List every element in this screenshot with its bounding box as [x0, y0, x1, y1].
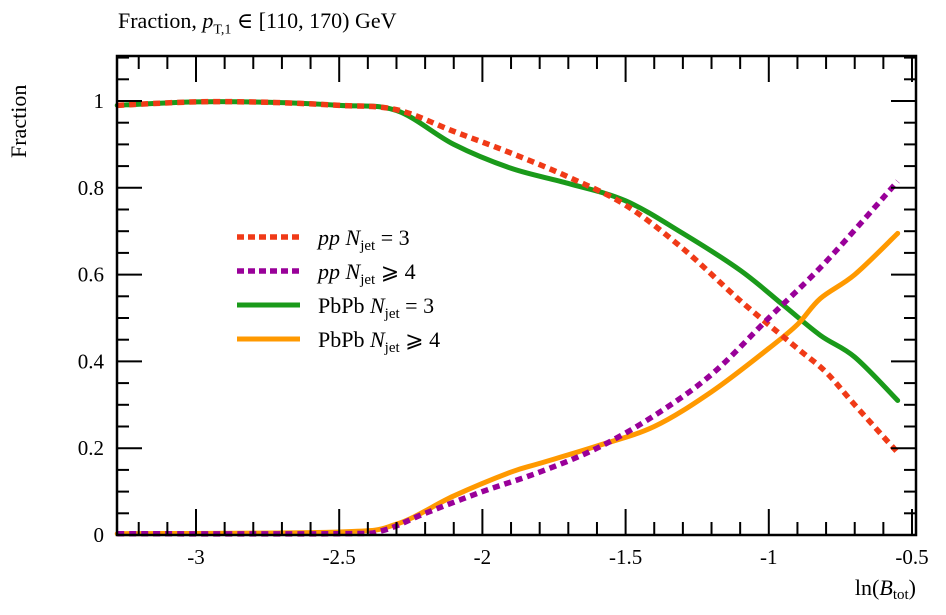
y-tick-label: 0: [94, 523, 105, 547]
legend-label: pp Njet ⩾ 4: [316, 259, 416, 288]
legend-label: PbPb Njet = 3: [318, 293, 434, 322]
title-suffix: ∈ [110, 170) GeV: [231, 8, 397, 33]
x-axis-label: ln(Btot): [855, 575, 916, 604]
tick-labels: -3 -2.5 -2 -1.5 -1 -0.5 0 0.2 0.4 0.6 0.8 1: [78, 89, 929, 569]
y-tick-label: 0.6: [78, 263, 104, 287]
x-tick-label: -2: [474, 545, 492, 569]
plot-frame: [115, 54, 918, 537]
y-tick-label: 1: [94, 89, 105, 113]
y-tick-label: 0.8: [78, 176, 104, 200]
x-tick-label: -0.5: [895, 545, 928, 569]
x-label-fn: ln(: [854, 575, 880, 600]
x-label-sub: tot: [892, 587, 909, 603]
x-label-var: B: [879, 575, 893, 600]
y-tick-label: 0.2: [78, 436, 104, 460]
series-line: [117, 179, 900, 537]
x-tick-label: -3: [187, 545, 205, 569]
x-label-close: ): [908, 575, 916, 600]
legend-label: pp Njet = 3: [316, 225, 410, 254]
chart-title: Fraction, pT,1 ∈ [110, 170) GeV: [118, 8, 397, 38]
series-line: [117, 98, 900, 455]
y-tick-label: 0.4: [78, 349, 105, 373]
title-variable: p: [202, 8, 214, 33]
x-tick-label: -1.5: [609, 545, 642, 569]
legend: pp Njet = 3 pp Njet ⩾ 4 PbPb Njet = 3 PbPb …: [237, 225, 440, 356]
legend-label: PbPb Njet ⩾ 4: [318, 327, 440, 356]
series-line: [114, 99, 901, 403]
title-variable-subscript: T,1: [213, 22, 232, 38]
title-prefix: Fraction,: [118, 8, 203, 33]
axis-ticks: [117, 56, 916, 536]
x-tick-label: -1: [760, 545, 778, 569]
x-tick-label: -2.5: [323, 545, 356, 569]
series-line: [114, 230, 901, 537]
data-curves: [114, 98, 901, 537]
